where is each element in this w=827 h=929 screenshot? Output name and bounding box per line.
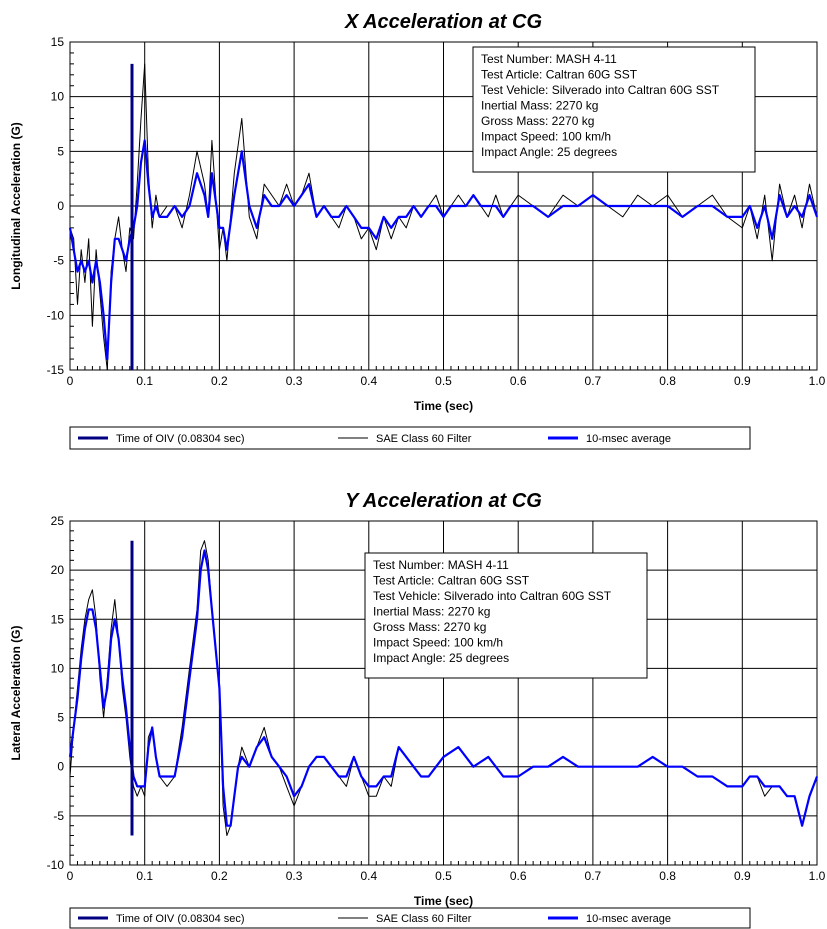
x-tick-label: 0.2	[211, 374, 228, 388]
x-tick-label: 0.2	[211, 869, 228, 883]
x-tick-label: 0	[67, 374, 74, 388]
y-tick-label: -10	[47, 858, 65, 872]
y-tick-label: 10	[51, 90, 65, 104]
legend-label: Time of OIV (0.08304 sec)	[116, 913, 245, 925]
info-line: Gross Mass: 2270 kg	[373, 620, 486, 634]
x-tick-label: 0	[67, 869, 74, 883]
y-tick-label: 0	[57, 199, 64, 213]
legend-label: SAE Class 60 Filter	[376, 433, 472, 445]
legend-label: Time of OIV (0.08304 sec)	[116, 433, 245, 445]
y-axis-label: Lateral Acceleration (G)	[9, 626, 23, 761]
y-tick-label: 10	[51, 661, 65, 675]
legend-label: 10-msec average	[586, 433, 671, 445]
y-tick-label: -10	[47, 308, 65, 322]
info-line: Test Vehicle: Silverado into Caltran 60G…	[481, 83, 720, 97]
x-tick-label: 0.1	[136, 869, 153, 883]
x-tick-label: 0.8	[659, 374, 676, 388]
info-line: Inertial Mass: 2270 kg	[481, 99, 598, 113]
x-tick-label: 0.7	[585, 869, 602, 883]
legend-label: SAE Class 60 Filter	[376, 913, 472, 925]
info-line: Test Number: MASH 4-11	[481, 52, 617, 66]
y-tick-label: 0	[57, 760, 64, 774]
info-line: Inertial Mass: 2270 kg	[373, 605, 490, 619]
y-tick-label: 20	[51, 563, 65, 577]
x-tick-label: 0.4	[360, 374, 377, 388]
y-tick-label: 5	[57, 144, 64, 158]
chart-title: Y Acceleration at CG	[345, 490, 542, 512]
y-tick-label: -15	[47, 363, 65, 377]
x-tick-label: 0.3	[286, 869, 303, 883]
info-line: Test Article: Caltran 60G SST	[481, 68, 638, 82]
x-axis-label: Time (sec)	[414, 399, 473, 413]
x-tick-label: 1.0	[809, 869, 826, 883]
x-tick-label: 0.8	[659, 869, 676, 883]
info-line: Test Article: Caltran 60G SST	[373, 574, 530, 588]
y-tick-label: 25	[51, 514, 65, 528]
x-tick-label: 1.0	[809, 374, 826, 388]
x-tick-label: 0.4	[360, 869, 377, 883]
x-tick-label: 0.6	[510, 374, 527, 388]
legend-label: 10-msec average	[586, 913, 671, 925]
y-tick-label: 15	[51, 35, 65, 49]
info-line: Test Number: MASH 4-11	[373, 558, 509, 572]
x-tick-label: 0.7	[585, 374, 602, 388]
info-line: Impact Angle: 25 degrees	[481, 145, 617, 159]
y-tick-label: 15	[51, 612, 65, 626]
info-line: Test Vehicle: Silverado into Caltran 60G…	[373, 589, 612, 603]
info-line: Impact Angle: 25 degrees	[373, 651, 509, 665]
info-line: Impact Speed: 100 km/h	[481, 130, 611, 144]
x-tick-label: 0.5	[435, 374, 452, 388]
chart-title: X Acceleration at CG	[344, 11, 542, 33]
x-tick-label: 0.1	[136, 374, 153, 388]
chart-y-acceleration: Y Acceleration at CG 0 0.1 0.2 0.3 0.4 0.5 0.6 0…	[9, 490, 826, 928]
x-tick-label: 0.6	[510, 869, 527, 883]
x-tick-label: 0.5	[435, 869, 452, 883]
x-tick-label: 0.9	[734, 869, 751, 883]
chart-x-acceleration: X Acceleration at CG 0 0.1 0.2 0.3 0.4 0.5 0.6 0…	[9, 11, 826, 449]
y-tick-label: 5	[57, 711, 64, 725]
x-tick-label: 0.9	[734, 374, 751, 388]
y-axis-label: Longitudinal Acceleration (G)	[9, 122, 23, 290]
x-tick-label: 0.3	[286, 374, 303, 388]
x-axis-label: Time (sec)	[414, 894, 473, 908]
y-tick-label: -5	[53, 809, 64, 823]
info-line: Gross Mass: 2270 kg	[481, 114, 594, 128]
info-line: Impact Speed: 100 km/h	[373, 636, 503, 650]
y-tick-label: -5	[53, 254, 64, 268]
